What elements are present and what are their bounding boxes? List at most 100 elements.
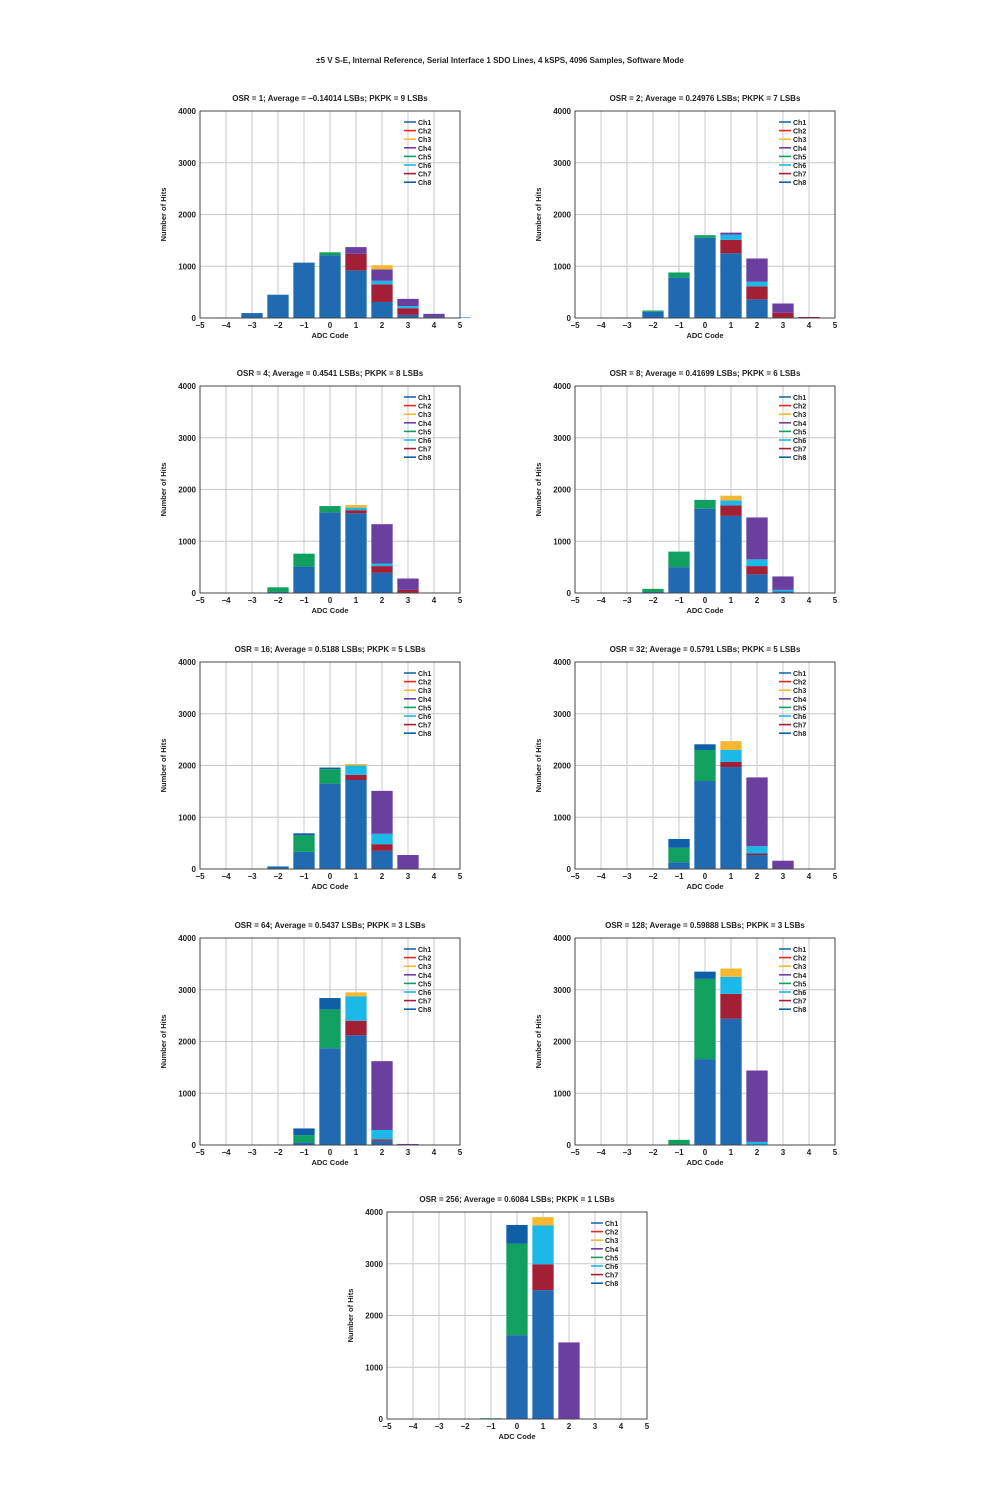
x-tick-label: −1 — [674, 1148, 684, 1157]
legend-label: Ch3 — [418, 688, 431, 695]
bar-segment-ch5 — [668, 847, 690, 863]
y-tick-label: 1000 — [178, 813, 196, 822]
legend-item-ch6: Ch6 — [404, 714, 431, 721]
legend-item-ch5: Ch5 — [591, 1255, 618, 1262]
legend-item-ch4: Ch4 — [591, 1247, 618, 1254]
y-tick-label: 1000 — [553, 537, 571, 546]
bar-segment-ch8 — [506, 1224, 528, 1244]
bar-segment-ch7 — [720, 505, 742, 516]
legend-item-ch7: Ch7 — [779, 999, 806, 1006]
legend-item-ch6: Ch6 — [779, 990, 806, 997]
x-tick-label: 3 — [406, 872, 411, 881]
bar-segment-ch1 — [371, 850, 393, 869]
x-tick-label: −4 — [596, 321, 606, 330]
bar-segment-ch1 — [694, 781, 716, 869]
x-tick-label: −2 — [273, 872, 283, 881]
legend-item-ch5: Ch5 — [779, 705, 806, 712]
legend-label: Ch4 — [793, 421, 806, 428]
bar-segment-ch6 — [345, 507, 367, 511]
bar-segment-ch5 — [642, 588, 664, 592]
x-tick-label: −4 — [221, 596, 231, 605]
legend-label: Ch1 — [605, 1221, 618, 1228]
x-tick-label: 2 — [380, 321, 385, 330]
bar-segment-ch8 — [694, 971, 716, 979]
x-axis-label: ADC Code — [311, 606, 348, 615]
y-tick-label: 0 — [567, 1141, 572, 1150]
legend-label: Ch8 — [418, 731, 431, 738]
bar-segment-ch7 — [397, 308, 419, 315]
bar-segment-ch5 — [668, 1139, 690, 1145]
bar-segment-ch5 — [506, 1243, 528, 1336]
x-tick-label: −2 — [460, 1422, 470, 1431]
legend-item-ch3: Ch3 — [404, 688, 431, 695]
x-tick-label: 2 — [567, 1422, 572, 1431]
x-tick-label: 3 — [406, 596, 411, 605]
y-axis-label: Number of Hits — [534, 739, 543, 793]
bar-segment-ch7 — [371, 844, 393, 851]
bar-segment-ch7 — [345, 774, 367, 780]
y-tick-label: 3000 — [178, 710, 196, 719]
bar-segment-ch6 — [532, 1225, 554, 1265]
legend-item-ch6: Ch6 — [404, 990, 431, 997]
x-tick-label: 1 — [729, 872, 734, 881]
legend-label: Ch5 — [605, 1255, 618, 1262]
bar-segment-ch1 — [293, 262, 315, 318]
x-tick-label: −4 — [221, 321, 231, 330]
legend-item-ch6: Ch6 — [404, 163, 431, 170]
bar-segment-ch6 — [746, 559, 768, 567]
chart-panel-osr-32: OSR = 32; Average = 0.5791 LSBs; PKPK = … — [525, 636, 855, 916]
legend-label: Ch4 — [418, 146, 431, 153]
legend-label: Ch3 — [793, 412, 806, 419]
x-tick-label: −3 — [622, 596, 632, 605]
x-tick-label: 5 — [645, 1422, 650, 1431]
y-tick-label: 0 — [192, 865, 197, 874]
y-tick-label: 2000 — [553, 486, 571, 495]
bar-segment-ch5 — [694, 749, 716, 782]
legend-item-ch5: Ch5 — [779, 981, 806, 988]
bar-segment-ch8 — [319, 998, 341, 1010]
x-tick-label: −2 — [273, 321, 283, 330]
x-tick-label: 0 — [328, 321, 333, 330]
legend-item-ch1: Ch1 — [591, 1221, 618, 1228]
x-tick-label: −5 — [195, 872, 205, 881]
legend-label: Ch8 — [418, 455, 431, 462]
x-axis-label: ADC Code — [498, 1432, 535, 1441]
bar-segment-ch1 — [746, 574, 768, 593]
x-axis-label: ADC Code — [686, 606, 723, 615]
bar-segment-ch1 — [642, 311, 664, 318]
y-axis-label: Number of Hits — [346, 1289, 355, 1343]
legend-item-ch4: Ch4 — [404, 146, 431, 153]
y-tick-label: 4000 — [553, 382, 571, 391]
legend-item-ch6: Ch6 — [779, 438, 806, 445]
bar-segment-ch3 — [345, 992, 367, 997]
bar-segment-ch7 — [746, 286, 768, 300]
legend-item-ch4: Ch4 — [404, 973, 431, 980]
bar-segment-ch1 — [293, 566, 315, 593]
legend-item-ch7: Ch7 — [404, 999, 431, 1006]
x-tick-label: −3 — [247, 596, 257, 605]
x-tick-label: 3 — [406, 321, 411, 330]
plot-frame — [199, 385, 461, 594]
x-tick-label: −2 — [273, 1148, 283, 1157]
legend-label: Ch5 — [793, 429, 806, 436]
y-tick-label: 4000 — [553, 658, 571, 667]
y-axis-label: Number of Hits — [534, 463, 543, 517]
figure-title: ±5 V S-E, Internal Reference, Serial Int… — [316, 56, 684, 65]
x-tick-label: 0 — [515, 1422, 520, 1431]
legend-item-ch5: Ch5 — [404, 154, 431, 161]
legend-label: Ch5 — [418, 429, 431, 436]
legend-item-ch1: Ch1 — [779, 947, 806, 954]
plot-frame — [199, 661, 461, 870]
bar-segment-ch1 — [668, 862, 690, 869]
bar-segment-ch7 — [532, 1264, 554, 1291]
x-tick-label: 5 — [458, 596, 463, 605]
bar-segment-ch1 — [506, 1335, 528, 1419]
chart-title: OSR = 1; Average = −0.14014 LSBs; PKPK =… — [232, 94, 428, 103]
legend-label: Ch2 — [793, 404, 806, 411]
bar-segment-ch1 — [720, 767, 742, 869]
chart-panel-osr-128: OSR = 128; Average = 0.59888 LSBs; PKPK … — [525, 912, 855, 1192]
chart-title: OSR = 8; Average = 0.41699 LSBs; PKPK = … — [610, 369, 801, 378]
bar-segment-ch1 — [319, 512, 341, 593]
legend-item-ch7: Ch7 — [404, 447, 431, 454]
legend-item-ch4: Ch4 — [779, 973, 806, 980]
